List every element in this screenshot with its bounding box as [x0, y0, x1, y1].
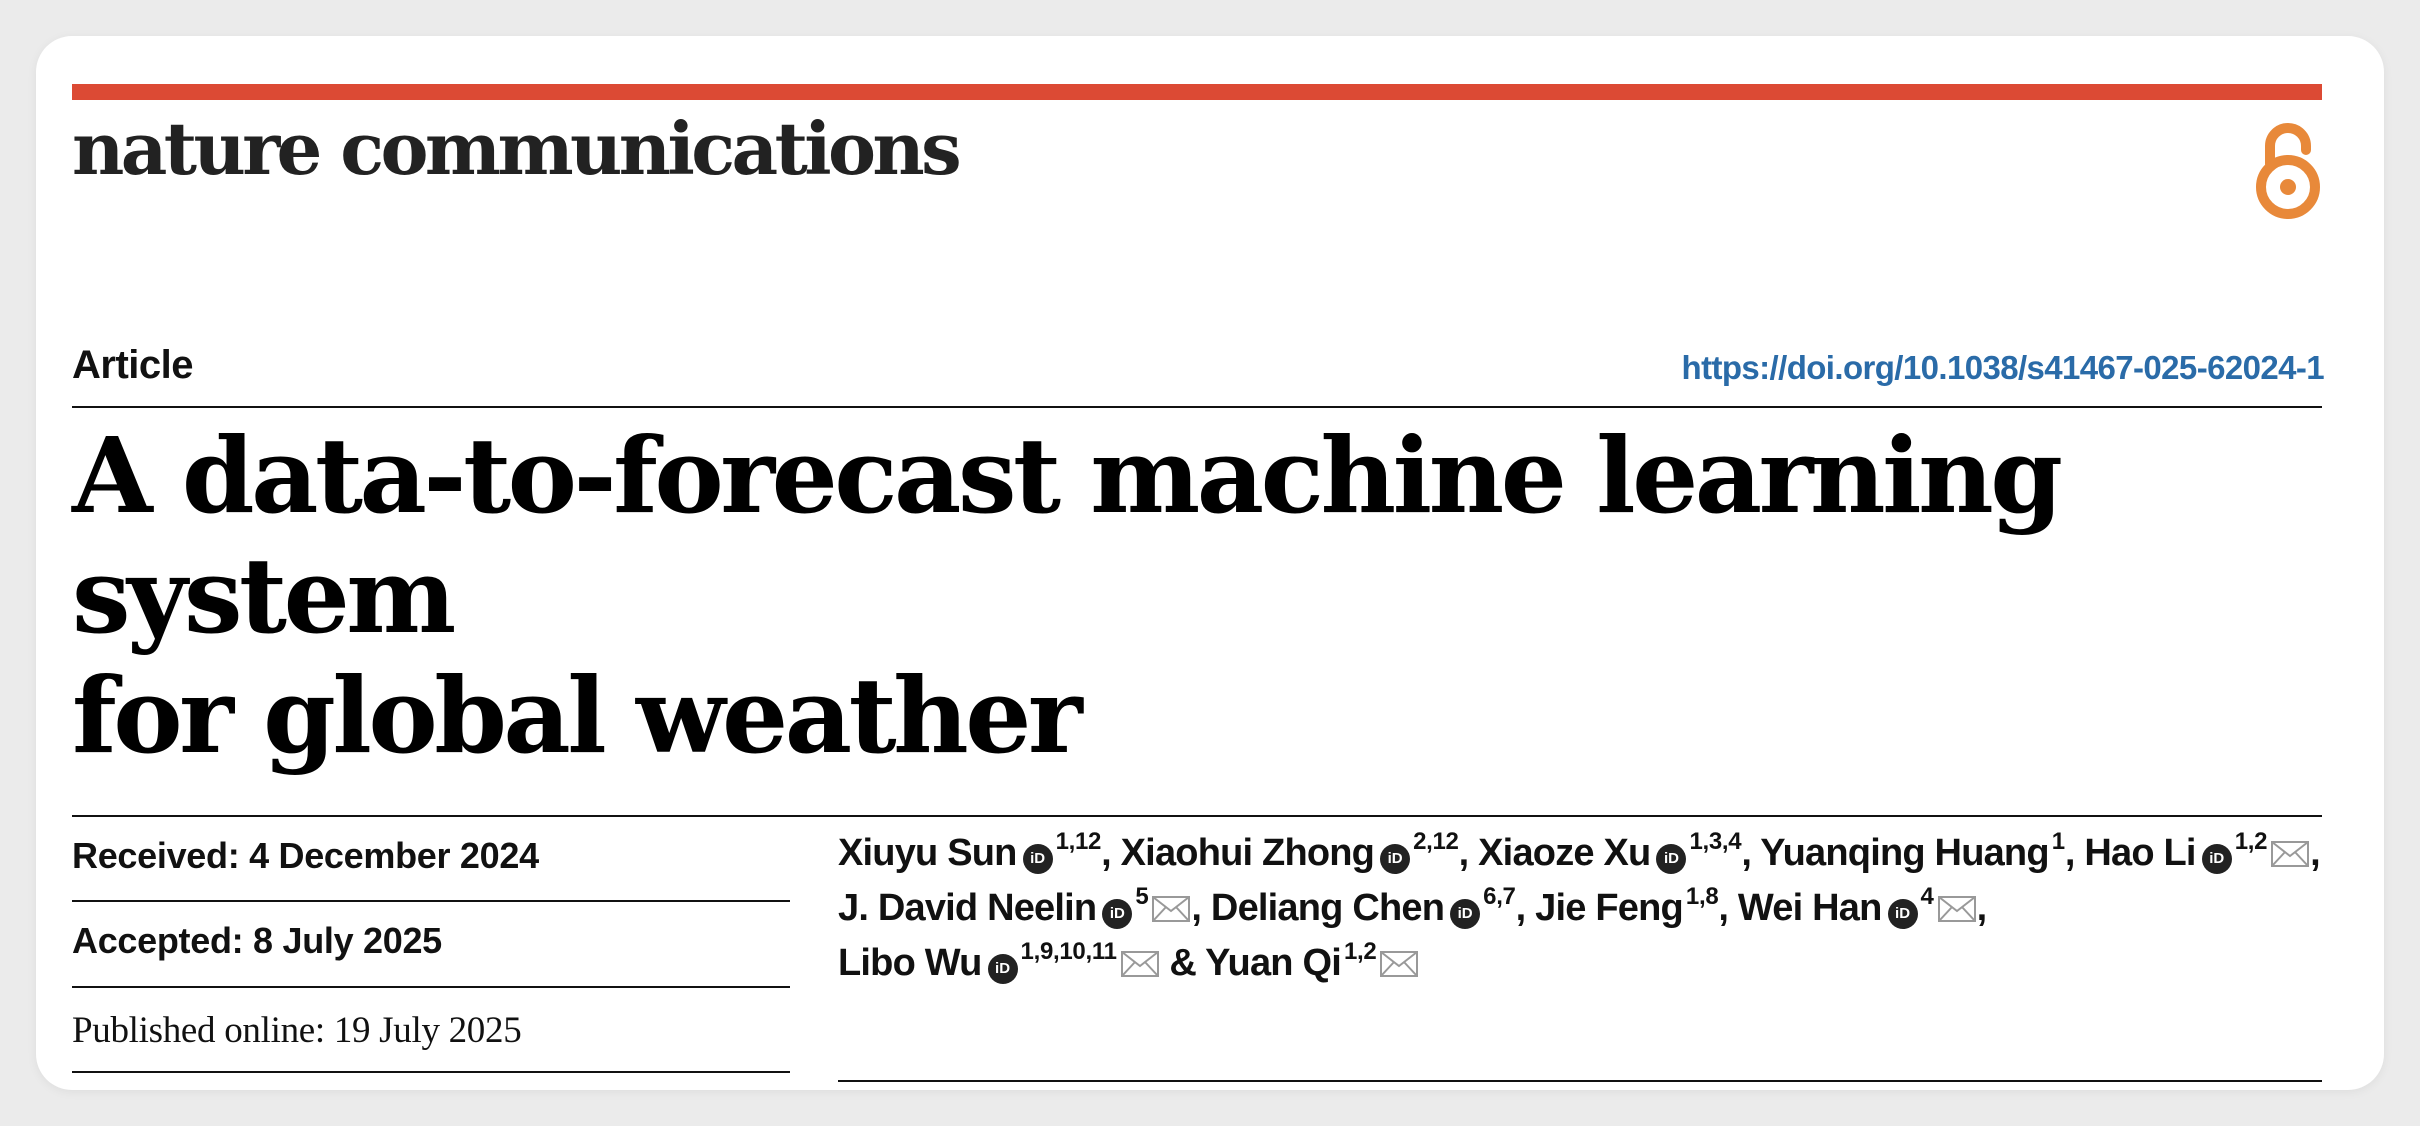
author-entry: Yuan Qi 1,2: [1205, 940, 1419, 984]
author-entry: J. David Neelin iD5,: [838, 885, 1202, 929]
published-date: Published online: 19 July 2025: [72, 1010, 522, 1051]
author-separator: ,: [1458, 832, 1470, 874]
meta-divider: [72, 815, 2322, 817]
affiliation-numbers[interactable]: 1: [2051, 828, 2065, 855]
title-line-1: A data-to-forecast machine learning syst…: [72, 414, 2063, 657]
email-icon[interactable]: [1120, 949, 1160, 979]
author-separator: ,: [1976, 887, 1988, 929]
author-divider: [838, 1080, 2322, 1082]
author-separator: &: [1159, 942, 1197, 984]
article-type: Article: [72, 343, 194, 387]
affiliation-numbers[interactable]: 1,2: [1344, 938, 1377, 965]
doi-link[interactable]: https://doi.org/10.1038/s41467-025-62024…: [1681, 349, 2325, 386]
orcid-icon[interactable]: iD: [1450, 899, 1481, 929]
date-divider-2: [72, 986, 790, 988]
author-name[interactable]: Deliang Chen: [1210, 887, 1445, 929]
author-name[interactable]: Jie Feng: [1535, 887, 1684, 929]
author-separator: ,: [1191, 887, 1202, 929]
email-icon[interactable]: [1937, 894, 1977, 924]
email-icon[interactable]: [1379, 949, 1419, 979]
accepted-date: Accepted: 8 July 2025: [72, 920, 442, 961]
journal-name[interactable]: nature communications: [72, 106, 962, 191]
affiliation-numbers[interactable]: 6,7: [1483, 883, 1516, 910]
header-divider: [72, 406, 2322, 408]
author-name[interactable]: Xiaohui Zhong: [1120, 832, 1375, 874]
title-line-2: for global weather: [72, 654, 1083, 777]
author-name[interactable]: Xiaoze Xu: [1478, 832, 1651, 874]
author-entry: Xiaoze Xu iD1,3,4,: [1478, 830, 1752, 874]
affiliation-numbers[interactable]: 1,2: [2234, 828, 2268, 855]
affiliation-numbers[interactable]: 1,8: [1685, 883, 1719, 910]
article-title: A data-to-forecast machine learning syst…: [72, 416, 2332, 776]
affiliation-numbers[interactable]: 1,3,4: [1689, 828, 1742, 855]
email-icon[interactable]: [1151, 894, 1191, 924]
affiliation-numbers[interactable]: 2,12: [1413, 828, 1459, 855]
article-card: [36, 36, 2384, 1090]
journal-accent-bar: [72, 84, 2322, 100]
author-separator: ,: [1741, 832, 1752, 874]
orcid-icon[interactable]: iD: [1102, 899, 1133, 929]
author-separator: ,: [1718, 887, 1729, 929]
date-divider-3: [72, 1071, 790, 1073]
author-entry: Xiaohui Zhong iD2,12,: [1120, 830, 1470, 874]
author-entry: Deliang Chen iD6,7,: [1210, 885, 1527, 929]
author-name[interactable]: Hao Li: [2084, 832, 2196, 874]
author-name[interactable]: Yuan Qi: [1205, 942, 1342, 984]
author-separator: ,: [2064, 832, 2076, 874]
orcid-icon[interactable]: iD: [1022, 844, 1053, 874]
author-entry: Libo Wu iD1,9,10,11 &: [838, 940, 1197, 984]
author-name[interactable]: Yuanqing Huang: [1760, 832, 2049, 874]
email-icon[interactable]: [2270, 839, 2310, 869]
orcid-icon[interactable]: iD: [1656, 844, 1687, 874]
date-divider-1: [72, 900, 790, 902]
author-separator: ,: [1101, 832, 1112, 874]
affiliation-numbers[interactable]: 5: [1135, 883, 1149, 910]
author-name[interactable]: Libo Wu: [838, 942, 982, 984]
orcid-icon[interactable]: iD: [1887, 899, 1918, 929]
author-list: Xiuyu Sun iD1,12, Xiaohui Zhong iD2,12, Xi…: [838, 826, 2338, 991]
author-separator: ,: [1515, 887, 1527, 929]
open-access-icon[interactable]: [2252, 110, 2324, 222]
affiliation-numbers[interactable]: 1,12: [1055, 828, 1102, 855]
author-name[interactable]: Xiuyu Sun: [838, 832, 1017, 874]
author-entry: Hao Li iD1,2,: [2084, 830, 2321, 874]
author-separator: ,: [2310, 832, 2321, 874]
affiliation-numbers[interactable]: 4: [1920, 883, 1934, 910]
orcid-icon[interactable]: iD: [1380, 844, 1411, 874]
author-entry: Yuanqing Huang 1,: [1760, 830, 2076, 875]
orcid-icon[interactable]: iD: [987, 954, 1018, 984]
author-name[interactable]: Wei Han: [1737, 887, 1882, 929]
author-entry: Wei Han iD4,: [1737, 885, 1988, 929]
author-entry: Xiuyu Sun iD1,12,: [838, 830, 1112, 874]
author-entry: Jie Feng 1,8,: [1535, 885, 1729, 930]
author-name[interactable]: J. David Neelin: [838, 887, 1097, 929]
orcid-icon[interactable]: iD: [2201, 844, 2232, 874]
affiliation-numbers[interactable]: 1,9,10,11: [1020, 938, 1117, 965]
received-date: Received: 4 December 2024: [72, 835, 539, 876]
